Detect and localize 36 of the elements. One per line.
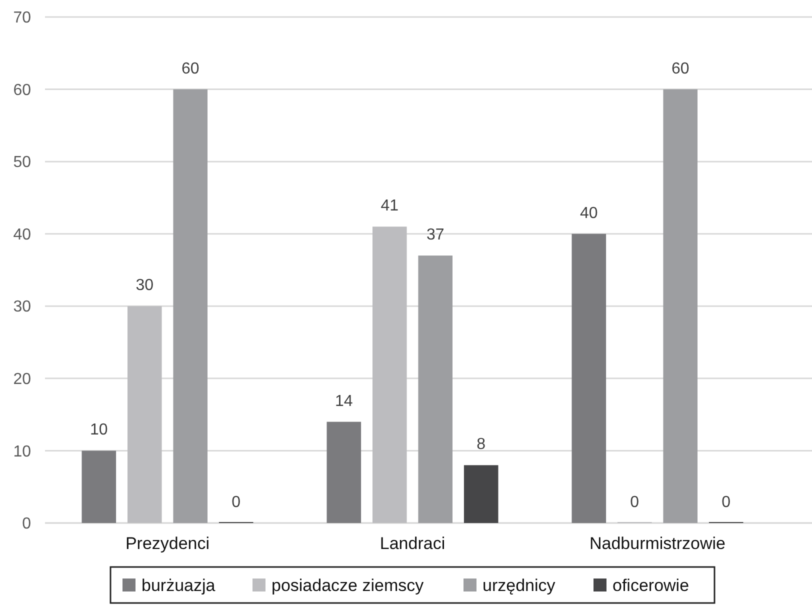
y-tick-label: 70: [13, 10, 32, 27]
data-label: 0: [630, 494, 640, 511]
legend-label: burżuazja: [142, 576, 216, 595]
legend-label: posiadacze ziemscy: [272, 576, 424, 595]
bar: [572, 234, 606, 523]
bar: [464, 465, 498, 523]
legend-label: oficerowie: [612, 576, 690, 595]
bar: [418, 256, 453, 523]
x-tick-label: Landraci: [380, 534, 446, 553]
data-label: 10: [90, 422, 108, 439]
x-tick-label: Prezydenci: [125, 534, 210, 553]
bar: [173, 89, 208, 523]
data-label: 0: [722, 494, 731, 511]
bar: [127, 306, 162, 523]
x-tick-label: Nadburmistrzowie: [589, 534, 726, 553]
bar: [82, 450, 116, 523]
y-tick-label: 0: [22, 516, 32, 533]
bar: [326, 422, 362, 523]
data-label: 41: [380, 198, 399, 215]
bar: [372, 226, 407, 523]
y-tick-label: 50: [13, 154, 32, 172]
y-tick-label: 60: [13, 82, 32, 99]
legend-label: urzędnicy: [482, 576, 556, 595]
data-label: 60: [671, 60, 690, 78]
bar: [663, 89, 698, 523]
data-label: 0: [232, 494, 241, 511]
data-label: 40: [580, 204, 598, 222]
data-label: 30: [136, 277, 154, 294]
data-label: 14: [335, 392, 353, 410]
data-label: 37: [426, 226, 444, 244]
data-label: 8: [476, 436, 486, 454]
y-tick-label: 10: [13, 443, 32, 460]
y-tick-label: 40: [13, 226, 32, 244]
y-tick-label: 30: [13, 298, 32, 316]
y-tick-label: 20: [13, 371, 32, 388]
data-label: 60: [181, 60, 200, 78]
